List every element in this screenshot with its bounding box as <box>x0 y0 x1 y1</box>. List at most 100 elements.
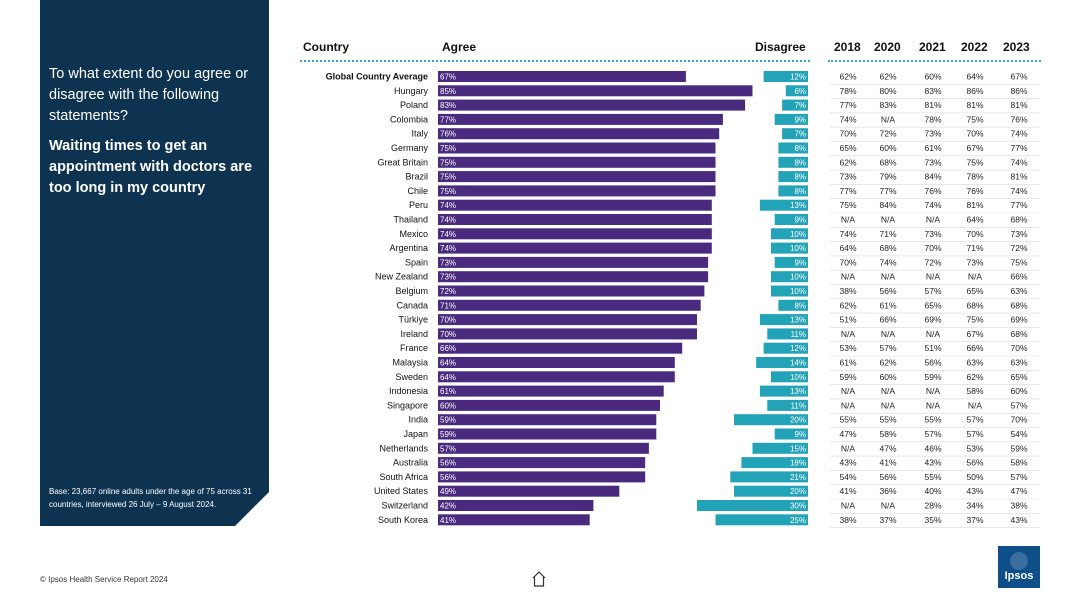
trend-value-2023: 57% <box>1010 472 1027 482</box>
trend-value-2021: N/A <box>926 329 941 339</box>
trend-value-2021: N/A <box>926 215 941 225</box>
trend-value-2021: 40% <box>924 486 941 496</box>
trend-value-2022: 53% <box>966 443 983 453</box>
trend-value-2020: 56% <box>879 472 896 482</box>
disagree-bar <box>756 357 808 368</box>
trend-value-2021: 55% <box>924 415 941 425</box>
home-icon[interactable] <box>531 570 547 588</box>
trend-value-2022: 68% <box>966 300 983 310</box>
trend-value-2021: 72% <box>924 257 941 267</box>
agree-bar <box>438 457 646 469</box>
trend-value-2023: 74% <box>1010 186 1027 196</box>
country-label: United States <box>374 486 429 496</box>
trend-value-2021: 57% <box>924 286 941 296</box>
header-divider-trend <box>828 60 1041 62</box>
disagree-value: 9% <box>794 115 806 124</box>
agree-bar <box>438 156 716 168</box>
trend-value-2018: 75% <box>839 200 856 210</box>
agree-value: 57% <box>440 444 456 453</box>
agree-value: 42% <box>440 502 456 511</box>
trend-value-2021: 35% <box>924 515 941 525</box>
agree-value: 66% <box>440 344 456 353</box>
trend-value-2023: 68% <box>1010 215 1027 225</box>
agree-bar <box>438 357 675 368</box>
trend-value-2022: 43% <box>966 486 983 496</box>
disagree-value: 7% <box>794 101 806 110</box>
disagree-bar <box>771 242 808 254</box>
trend-value-2021: 69% <box>924 315 941 325</box>
disagree-value: 11% <box>791 330 806 339</box>
country-label: Chile <box>407 186 428 196</box>
trend-value-2018: 55% <box>839 415 856 425</box>
trend-value-2022: 62% <box>966 372 983 382</box>
trend-value-2018: N/A <box>841 329 856 339</box>
trend-value-2022: 65% <box>966 286 983 296</box>
disagree-value: 8% <box>794 301 806 310</box>
trend-value-2022: 71% <box>966 243 983 253</box>
country-label: Thailand <box>393 215 428 225</box>
agree-value: 71% <box>440 301 456 310</box>
trend-value-2020: 41% <box>879 458 896 468</box>
disagree-bar <box>759 385 808 397</box>
trend-value-2022: 75% <box>966 114 983 124</box>
agree-value: 73% <box>440 273 456 282</box>
trend-value-2023: 81% <box>1010 100 1027 110</box>
trend-value-2023: 77% <box>1010 143 1027 153</box>
disagree-bar <box>778 142 808 154</box>
trend-value-2022: 81% <box>966 200 983 210</box>
disagree-value: 10% <box>790 230 806 239</box>
agree-bar <box>438 414 657 426</box>
trend-value-2018: 54% <box>839 472 856 482</box>
disagree-bar <box>730 471 808 483</box>
agree-value: 75% <box>440 173 456 182</box>
disagree-value: 20% <box>790 416 806 425</box>
agree-value: 64% <box>440 373 456 382</box>
trend-value-2021: 78% <box>924 114 941 124</box>
footer-source: © Ipsos Health Service Report 2024 <box>40 575 168 584</box>
disagree-bar <box>774 256 808 268</box>
disagree-value: 8% <box>794 144 806 153</box>
trend-value-2022: 70% <box>966 129 983 139</box>
trend-value-2023: 77% <box>1010 200 1027 210</box>
trend-value-2020: 68% <box>879 157 896 167</box>
trend-value-2021: 43% <box>924 458 941 468</box>
trend-value-2021: 55% <box>924 472 941 482</box>
agree-bar <box>438 314 697 326</box>
trend-value-2020: 80% <box>879 86 896 96</box>
trend-value-2020: N/A <box>881 329 896 339</box>
trend-value-2023: 81% <box>1010 172 1027 182</box>
trend-value-2020: 36% <box>879 486 896 496</box>
header-year-2021: 2021 <box>919 40 946 54</box>
disagree-value: 10% <box>790 244 806 253</box>
header-year-2022: 2022 <box>961 40 988 54</box>
disagree-bar <box>785 85 808 97</box>
agree-bar <box>438 285 705 297</box>
trend-value-2018: 74% <box>839 229 856 239</box>
trend-value-2022: 73% <box>966 257 983 267</box>
trend-value-2018: 64% <box>839 243 856 253</box>
disagree-value: 13% <box>790 387 806 396</box>
trend-value-2020: 62% <box>879 358 896 368</box>
disagree-value: 8% <box>794 158 806 167</box>
disagree-bar <box>767 399 808 411</box>
trend-value-2023: 68% <box>1010 329 1027 339</box>
trend-value-2022: 50% <box>966 472 983 482</box>
disagree-value: 9% <box>794 430 806 439</box>
trend-value-2023: 74% <box>1010 129 1027 139</box>
disagree-value: 10% <box>790 373 806 382</box>
disagree-value: 10% <box>790 287 806 296</box>
trend-value-2018: 59% <box>839 372 856 382</box>
country-label: Switzerland <box>381 501 428 511</box>
disagree-value: 25% <box>790 516 806 525</box>
disagree-value: 14% <box>790 359 806 368</box>
trend-value-2021: 61% <box>924 143 941 153</box>
trend-value-2023: 70% <box>1010 415 1027 425</box>
trend-value-2022: 56% <box>966 458 983 468</box>
ipsos-logo: Ipsos <box>998 546 1040 588</box>
disagree-value: 9% <box>794 258 806 267</box>
trend-value-2018: N/A <box>841 386 856 396</box>
header-country: Country <box>303 40 349 54</box>
disagree-bar <box>778 171 808 183</box>
trend-value-2022: 57% <box>966 429 983 439</box>
trend-value-2022: 76% <box>966 186 983 196</box>
